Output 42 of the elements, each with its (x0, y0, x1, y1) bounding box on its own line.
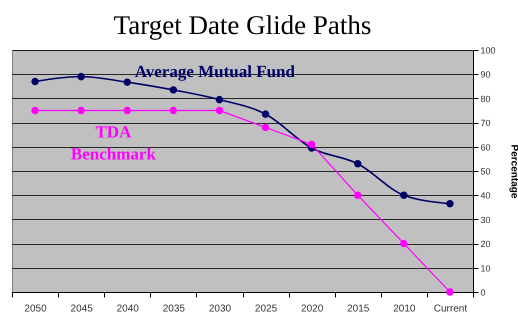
y-tick-label: 50 (480, 166, 491, 176)
x-tick-label: Current (434, 304, 468, 314)
y-tick-label: 70 (480, 118, 491, 128)
x-tick-label: 2040 (116, 304, 140, 314)
point (354, 160, 362, 168)
point (170, 86, 178, 94)
y-tick-label: 90 (480, 70, 491, 80)
y-tick-label: 40 (480, 190, 491, 201)
point (446, 288, 454, 296)
chart-title: Target Date Glide Paths (114, 10, 372, 40)
point (31, 106, 39, 114)
point (354, 192, 362, 199)
point (308, 140, 316, 148)
x-tick-label: 2015 (347, 304, 370, 314)
y-tick-label: 100 (480, 46, 496, 56)
point (400, 192, 408, 199)
point (262, 124, 270, 132)
x-tick-label: 2010 (393, 304, 416, 314)
point (216, 106, 224, 114)
y-tick-label: 30 (480, 214, 491, 225)
point (170, 106, 178, 114)
point (77, 106, 85, 114)
x-tick-label: 2035 (162, 304, 186, 314)
y-tick-label: 10 (480, 263, 491, 274)
point (262, 110, 270, 118)
y-tick-label: 80 (480, 94, 491, 104)
series-label: TDA Benchmark (70, 122, 156, 164)
y-tick-label: 0 (480, 288, 486, 298)
point (124, 78, 131, 86)
y-tick-label: 20 (480, 239, 491, 250)
y-tick-label: 60 (480, 142, 491, 152)
point (124, 106, 131, 114)
point (31, 78, 39, 86)
x-tick-label: 2025 (254, 304, 278, 314)
x-tick-label: 2050 (24, 304, 48, 314)
point (446, 200, 454, 208)
point (216, 96, 224, 104)
x-tick-label: 2045 (70, 304, 94, 314)
point (77, 72, 85, 80)
x-tick-label: 2020 (301, 304, 324, 314)
point (400, 240, 408, 248)
x-tick-label: 2030 (208, 304, 232, 314)
